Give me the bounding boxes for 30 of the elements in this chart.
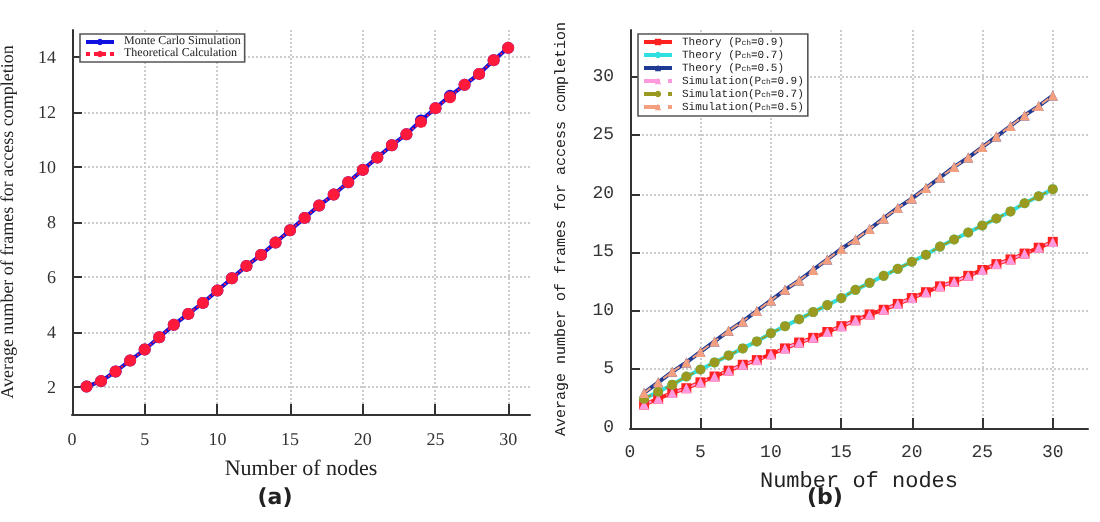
y-tick-label: 30 xyxy=(592,66,614,87)
y-axis-title: Average number of frames for access completion xyxy=(0,44,18,399)
y-tick-label: 15 xyxy=(592,242,614,263)
x-tick-label: 0 xyxy=(624,443,636,463)
x-tick-label: 5 xyxy=(695,443,706,463)
y-tick-label: 25 xyxy=(592,125,614,146)
x-tick-label: 15 xyxy=(281,429,301,449)
text: (a) xyxy=(257,484,293,510)
y-tick-label: 12 xyxy=(38,102,56,123)
x-tick-label: 0 xyxy=(67,429,78,449)
y-tick-label: 8 xyxy=(47,212,57,232)
y-tick-label: 14 xyxy=(38,47,57,68)
x-tick-label: 5 xyxy=(140,429,151,449)
x-tick-label: 10 xyxy=(760,443,782,463)
x-tick-label: 25 xyxy=(426,429,446,449)
y-tick-label: 2 xyxy=(47,376,56,397)
y-tick-label: 4 xyxy=(47,321,57,342)
x-axis-title: Number of nodes xyxy=(224,456,378,481)
x-tick-label: 20 xyxy=(901,443,923,463)
x-tick-label: 30 xyxy=(499,429,519,449)
y-tick-label: 6 xyxy=(47,266,57,287)
x-tick-label: 15 xyxy=(830,443,853,463)
x-tick-label: 25 xyxy=(971,443,994,463)
x-tick-label: 20 xyxy=(353,429,373,449)
y-tick-label: 10 xyxy=(592,300,614,321)
y-tick-label: 10 xyxy=(38,157,57,178)
x-tick-label: 30 xyxy=(1041,443,1064,463)
x-tick-label: 10 xyxy=(208,429,228,449)
y-tick-label: 20 xyxy=(592,183,614,204)
y-tick-label: 5 xyxy=(603,359,614,380)
